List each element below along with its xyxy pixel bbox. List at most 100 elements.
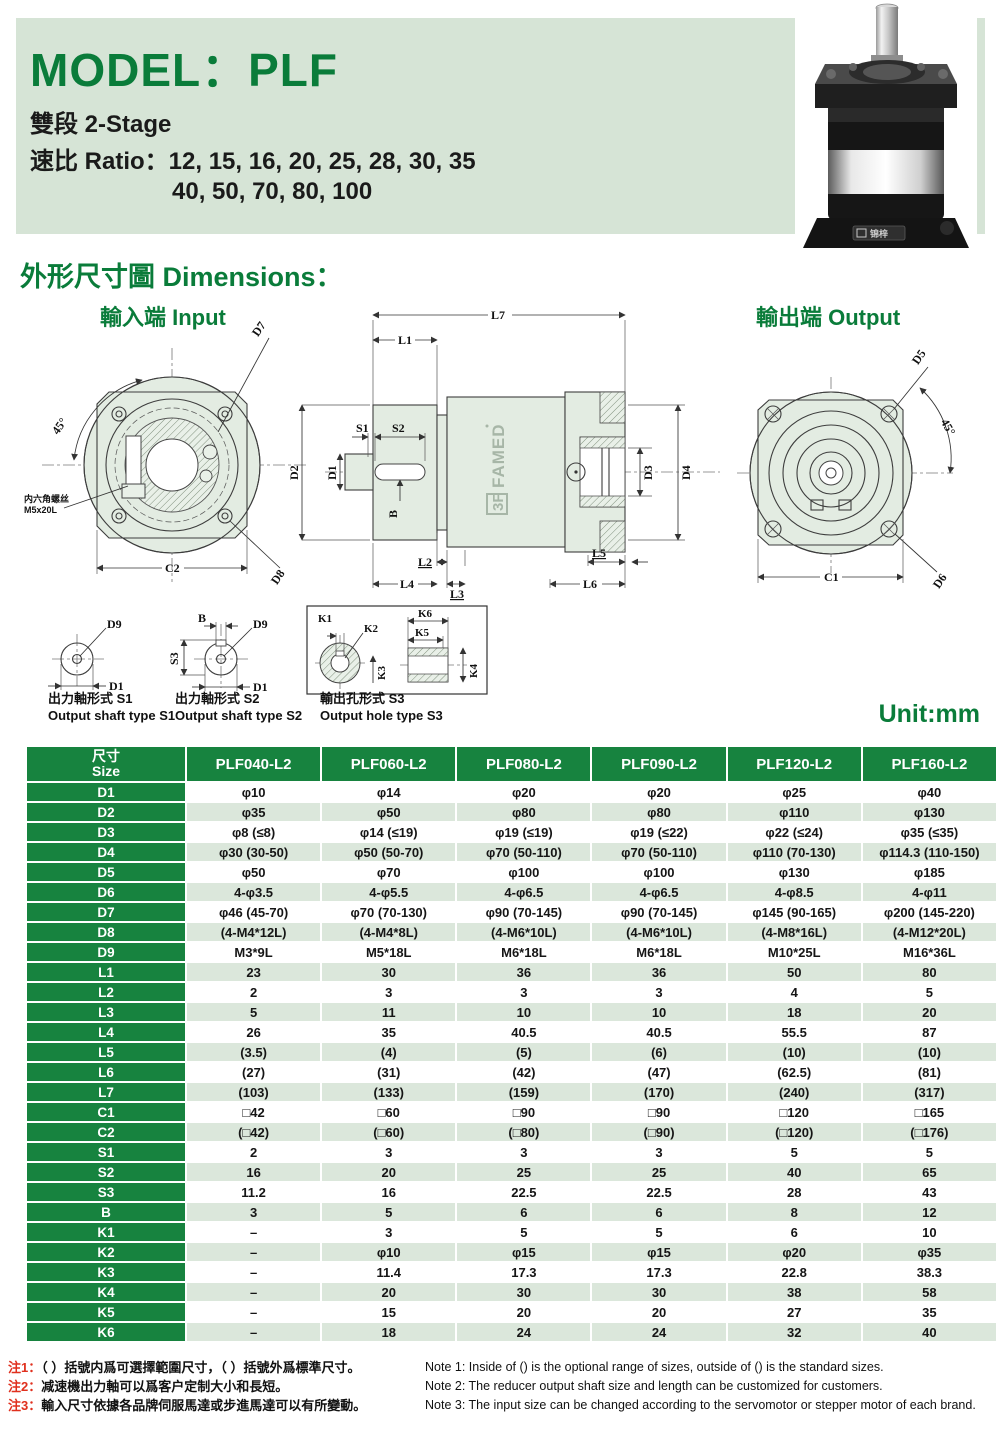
table-cell: 23: [187, 963, 321, 981]
column-header: PLF060-L2: [322, 747, 456, 781]
dim-d3: D3: [641, 465, 655, 480]
product-photo: 锦梓: [795, 0, 977, 252]
table-cell: (□60): [322, 1123, 456, 1141]
dim-s3-k2: K2: [364, 623, 379, 635]
famed-logo: 3F FAMED: [485, 424, 508, 515]
dim-45-output: 45°: [938, 416, 959, 438]
table-cell: (133): [322, 1083, 456, 1101]
table-cell: (□120): [727, 1123, 861, 1141]
table-cell: 22.8: [727, 1263, 861, 1281]
row-label: D7: [27, 903, 185, 921]
table-cell: φ15: [592, 1243, 726, 1261]
table-cell: (81): [862, 1063, 996, 1081]
table-cell: (240): [727, 1083, 861, 1101]
table-row: L3 5 11 10 10 18 20: [27, 1003, 996, 1021]
table-cell: 3: [457, 983, 591, 1001]
table-cell: (62.5): [727, 1063, 861, 1081]
table-row: L1 23 30 36 36 50 80: [27, 963, 996, 981]
column-header: PLF080-L2: [457, 747, 591, 781]
row-label: L3: [27, 1003, 185, 1021]
table-cell: 20: [322, 1283, 456, 1301]
table-header-row: 尺寸 Size PLF040-L2 PLF060-L2 PLF080-L2 PL…: [27, 747, 996, 781]
caption-s3: 輸出孔形式 S3 Output hole type S3: [320, 690, 443, 724]
size-header-cell: 尺寸 Size: [27, 747, 185, 781]
table-cell: (4-M4*8L): [322, 923, 456, 941]
table-cell: (4-M4*12L): [187, 923, 321, 941]
table-cell: 6: [592, 1203, 726, 1221]
column-header: PLF120-L2: [727, 747, 861, 781]
table-cell: 16: [322, 1183, 456, 1201]
output-view-title: 輸出端 Output: [756, 305, 901, 330]
input-view-title: 輸入端 Input: [100, 305, 226, 330]
table-cell: 25: [592, 1163, 726, 1181]
table-cell: –: [187, 1223, 321, 1241]
table-cell: 28: [727, 1183, 861, 1201]
gearbox-illustration: 锦梓: [803, 3, 969, 248]
table-row: K1–3 5 5 6 10: [27, 1223, 996, 1241]
svg-text:FAMED: FAMED: [489, 424, 508, 489]
table-cell: 30: [457, 1283, 591, 1301]
table-row: L6 (27) (31) (42) (47) (62.5) (81): [27, 1063, 996, 1081]
table-row: L2 2 3 3 3 4 5: [27, 983, 996, 1001]
dim-b: B: [386, 510, 400, 518]
table-cell: –: [187, 1323, 321, 1341]
table-cell: (42): [457, 1063, 591, 1081]
dim-s2-s3: S3: [167, 652, 181, 665]
row-label: S3: [27, 1183, 185, 1201]
table-cell: 5: [862, 1143, 996, 1161]
table-cell: φ50: [322, 803, 456, 821]
table-cell: φ35: [187, 803, 321, 821]
note-label: 注2：: [8, 1379, 42, 1394]
table-cell: 16: [187, 1163, 321, 1181]
table-cell: φ40: [862, 783, 996, 801]
table-cell: φ35: [862, 1243, 996, 1261]
table-cell: φ110 (70-130): [727, 843, 861, 861]
note-label: 注3：: [8, 1398, 42, 1413]
table-cell: 40.5: [457, 1023, 591, 1041]
table-cell: (□176): [862, 1123, 996, 1141]
table-cell: –: [187, 1283, 321, 1301]
table-cell: 38.3: [862, 1263, 996, 1281]
table-cell: 22.5: [457, 1183, 591, 1201]
table-cell: φ70 (50-110): [457, 843, 591, 861]
table-cell: 3: [592, 983, 726, 1001]
table-cell: 4-φ6.5: [457, 883, 591, 901]
table-cell: φ70 (50-110): [592, 843, 726, 861]
dim-l5: L5: [592, 546, 606, 560]
dim-s2-d9: D9: [253, 617, 268, 631]
table-cell: (4-M12*20L): [862, 923, 996, 941]
table-cell: 20: [322, 1163, 456, 1181]
table-cell: 30: [322, 963, 456, 981]
table-cell: M6*18L: [592, 943, 726, 961]
stage-text: 雙段 2-Stage: [30, 111, 172, 138]
brand-plate-text: 锦梓: [870, 228, 888, 239]
table-cell: 8: [727, 1203, 861, 1221]
table-cell: 40: [727, 1163, 861, 1181]
caption-s2-zh: 出力軸形式 S2: [175, 691, 260, 706]
note-text: 輸入尺寸依據各品牌伺服馬達或步進馬達可以有所變動。: [41, 1398, 367, 1413]
table-cell: φ100: [457, 863, 591, 881]
column-header: PLF090-L2: [592, 747, 726, 781]
table-row: D3 φ8 (≤8) φ14 (≤19) φ19 (≤19) φ19 (≤22) φ22 …: [27, 823, 996, 841]
dim-s1: S1: [356, 421, 369, 435]
table-cell: (4-M6*10L): [592, 923, 726, 941]
note-label: 注1：: [8, 1360, 42, 1375]
table-cell: 4-φ5.5: [322, 883, 456, 901]
table-cell: (4-M8*16L): [727, 923, 861, 941]
table-cell: □42: [187, 1103, 321, 1121]
table-cell: M10*25L: [727, 943, 861, 961]
notes-en: Note 1: Inside of () is the optional ran…: [425, 1358, 997, 1415]
table-row: C1 □42 □60 □90 □90 □120 □165: [27, 1103, 996, 1121]
table-row: L7 (103) (133) (159) (170) (240) (317): [27, 1083, 996, 1101]
table-cell: 4-φ11: [862, 883, 996, 901]
table-cell: 35: [862, 1303, 996, 1321]
table-cell: φ10: [187, 783, 321, 801]
table-cell: 4-φ3.5: [187, 883, 321, 901]
table-row: D7 φ46 (45-70) φ70 (70-130) φ90 (70-145) φ90…: [27, 903, 996, 921]
note-text: 减速機出力軸可以爲客户定制大小和長短。: [41, 1379, 289, 1394]
table-cell: 2: [187, 1143, 321, 1161]
table-cell: φ30 (30-50): [187, 843, 321, 861]
row-label: D4: [27, 843, 185, 861]
table-row: D2 φ35 φ50 φ80 φ80 φ110 φ130: [27, 803, 996, 821]
dim-l6: L6: [583, 577, 597, 591]
